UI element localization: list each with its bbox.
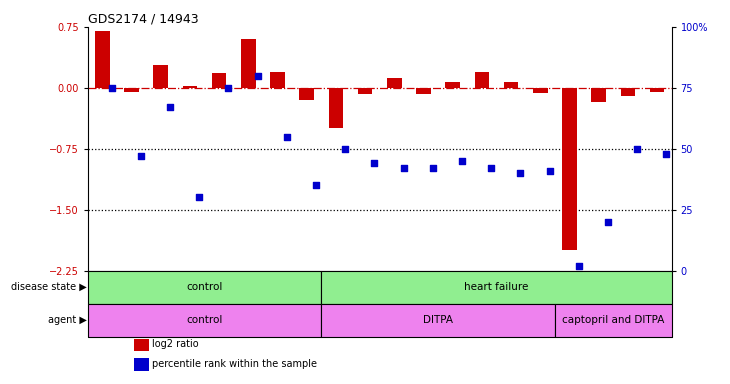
Bar xyxy=(358,88,372,94)
Bar xyxy=(88,304,321,337)
Bar xyxy=(321,304,555,337)
Point xyxy=(456,158,468,164)
Point xyxy=(310,182,322,188)
Bar xyxy=(212,73,226,88)
Point xyxy=(544,167,556,174)
Bar xyxy=(591,88,606,103)
Bar xyxy=(270,71,285,88)
Text: GDS2174 / 14943: GDS2174 / 14943 xyxy=(88,13,199,26)
Text: DITPA: DITPA xyxy=(423,315,453,325)
Point xyxy=(427,165,439,171)
Bar xyxy=(504,82,518,88)
Point xyxy=(573,263,585,269)
Bar xyxy=(416,88,431,94)
Point xyxy=(515,170,526,176)
Point xyxy=(602,219,614,225)
Point xyxy=(135,153,147,159)
Bar xyxy=(620,88,635,96)
Text: agent ▶: agent ▶ xyxy=(48,315,87,325)
Bar xyxy=(533,88,548,93)
Bar xyxy=(124,88,139,92)
Bar xyxy=(445,82,460,88)
Text: log2 ratio: log2 ratio xyxy=(152,339,199,349)
Point xyxy=(485,165,497,171)
Bar xyxy=(299,88,314,100)
Point xyxy=(223,85,234,91)
Text: captopril and DITPA: captopril and DITPA xyxy=(562,315,664,325)
Point xyxy=(252,73,264,79)
Bar xyxy=(321,271,672,304)
Point xyxy=(106,85,118,91)
Text: disease state ▶: disease state ▶ xyxy=(11,282,87,292)
Bar xyxy=(328,88,343,128)
Text: heart failure: heart failure xyxy=(464,282,529,292)
Bar xyxy=(134,358,149,371)
Text: control: control xyxy=(186,282,223,292)
Point xyxy=(164,104,176,110)
Point xyxy=(369,160,380,166)
Bar xyxy=(387,78,402,88)
Point xyxy=(193,194,205,200)
Point xyxy=(661,151,672,157)
Bar xyxy=(88,271,321,304)
Bar xyxy=(474,71,489,88)
Text: percentile rank within the sample: percentile rank within the sample xyxy=(152,359,317,369)
Point xyxy=(398,165,410,171)
Point xyxy=(631,146,643,152)
Bar xyxy=(153,65,168,88)
Bar xyxy=(95,31,110,88)
Bar xyxy=(562,88,577,250)
Point xyxy=(339,146,351,152)
Point xyxy=(281,134,293,140)
Bar xyxy=(650,88,664,92)
Bar xyxy=(555,304,672,337)
Bar xyxy=(134,339,149,351)
Bar xyxy=(182,86,197,88)
Bar xyxy=(241,39,255,88)
Text: control: control xyxy=(186,315,223,325)
